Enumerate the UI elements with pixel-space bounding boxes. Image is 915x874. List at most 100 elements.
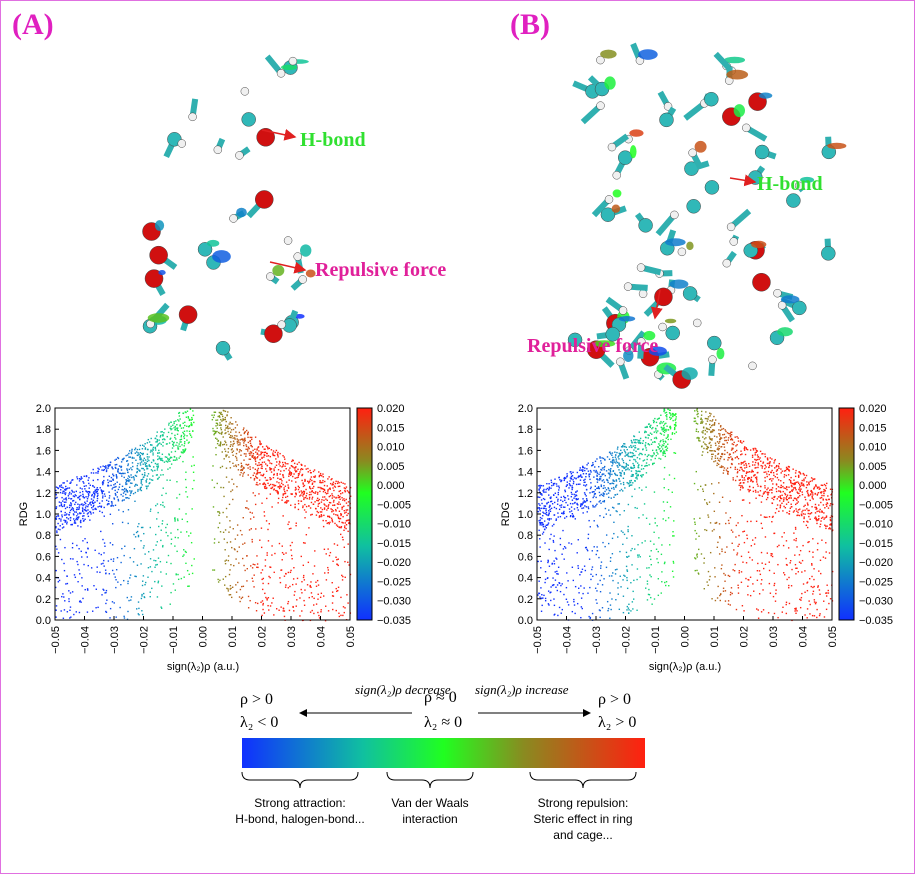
scatter-point	[728, 453, 731, 455]
scatter-point	[799, 472, 801, 474]
scatter-point	[664, 455, 667, 458]
scatter-point	[105, 466, 107, 469]
scatter-point	[542, 523, 545, 526]
isosurface	[154, 220, 165, 231]
scatter-point	[631, 441, 633, 443]
scatter-point	[747, 551, 750, 553]
scatter-point	[78, 569, 80, 571]
scatter-point	[560, 612, 562, 614]
scatter-point	[63, 519, 65, 522]
scatter-point	[551, 503, 554, 505]
scatter-point	[143, 596, 145, 598]
scatter-point	[564, 490, 567, 493]
scatter-point	[609, 470, 612, 473]
scatter-point	[782, 485, 784, 488]
scatter-point	[229, 520, 231, 522]
scatter-point	[87, 479, 89, 481]
scatter-point	[145, 480, 147, 482]
scatter-point	[237, 469, 240, 471]
scatter-point	[736, 456, 738, 458]
scatter-point	[647, 437, 649, 439]
scatter-point	[659, 444, 661, 447]
scatter-point	[819, 523, 822, 525]
scatter-point	[59, 538, 62, 541]
scatter-point	[265, 468, 267, 470]
scatter-point	[112, 473, 114, 475]
scatter-point	[131, 456, 134, 459]
scatter-point	[826, 505, 828, 507]
scatter-point	[276, 474, 278, 476]
scatter-point	[718, 482, 720, 484]
scatter-point	[810, 477, 813, 479]
scatter-point	[780, 468, 782, 470]
scatter-point	[139, 487, 142, 489]
scatter-point	[114, 492, 117, 495]
scatter-point	[241, 596, 244, 599]
scatter-point	[654, 427, 657, 430]
scatter-point	[107, 481, 110, 484]
scatter-point	[551, 525, 554, 527]
scatter-point	[277, 497, 280, 500]
scatter-point	[798, 492, 800, 495]
scatter-point	[317, 593, 319, 596]
scatter-point	[92, 479, 95, 482]
scatter-point	[632, 454, 635, 457]
scatter-point	[321, 515, 323, 517]
scatter-point	[710, 453, 713, 456]
scatter-point	[279, 485, 282, 488]
scatter-point	[259, 483, 261, 485]
scatter-point	[227, 427, 229, 430]
scatter-point	[705, 448, 708, 450]
scatter-point	[246, 500, 248, 502]
scatter-point	[599, 590, 602, 593]
scatter-point	[640, 452, 642, 455]
scatter-point	[280, 478, 282, 480]
scatter-point	[669, 426, 671, 428]
scatter-point	[62, 500, 64, 502]
scatter-point	[83, 485, 86, 487]
scatter-point	[114, 464, 116, 466]
scatter-point	[95, 472, 97, 474]
scatter-point	[142, 526, 144, 529]
scatter-point	[745, 448, 748, 450]
scatter-point	[251, 541, 254, 543]
scatter-point	[117, 471, 119, 473]
scatter-point	[250, 476, 252, 479]
scatter-point	[663, 410, 665, 413]
scatter-point	[117, 469, 119, 471]
scatter-point	[347, 530, 349, 533]
scatter-point	[86, 513, 89, 515]
scatter-point	[170, 456, 173, 459]
scatter-point	[815, 518, 817, 521]
scatter-point	[188, 419, 191, 422]
scatter-point	[128, 599, 130, 602]
scatter-point	[325, 553, 327, 555]
scatter-point	[324, 480, 326, 483]
scatter-point	[219, 432, 221, 435]
scatter-point	[560, 504, 563, 506]
scatter-point	[234, 438, 236, 440]
scatter-point	[225, 467, 228, 469]
scatter-point	[218, 522, 221, 524]
scatter-point	[152, 446, 155, 449]
scatter-point	[323, 507, 326, 509]
scatter-point	[562, 506, 565, 508]
scatter-point	[741, 476, 743, 478]
scatter-point	[102, 588, 104, 591]
scatter-point	[825, 592, 827, 594]
scatter-point	[294, 470, 297, 473]
scatter-point	[622, 543, 624, 546]
scatter-point	[72, 518, 75, 520]
scatter-point	[657, 561, 659, 564]
scatter-point	[101, 492, 104, 495]
scatter-point	[326, 522, 328, 525]
scatter-point	[579, 469, 581, 471]
scatter-point	[665, 429, 667, 431]
scatter-point	[231, 478, 233, 481]
scatter-point	[178, 412, 180, 415]
scatter-point	[161, 457, 163, 460]
scatter-point	[797, 492, 799, 494]
scatter-point	[541, 524, 543, 526]
scatter-point	[127, 610, 129, 613]
scatter-point	[776, 468, 779, 471]
